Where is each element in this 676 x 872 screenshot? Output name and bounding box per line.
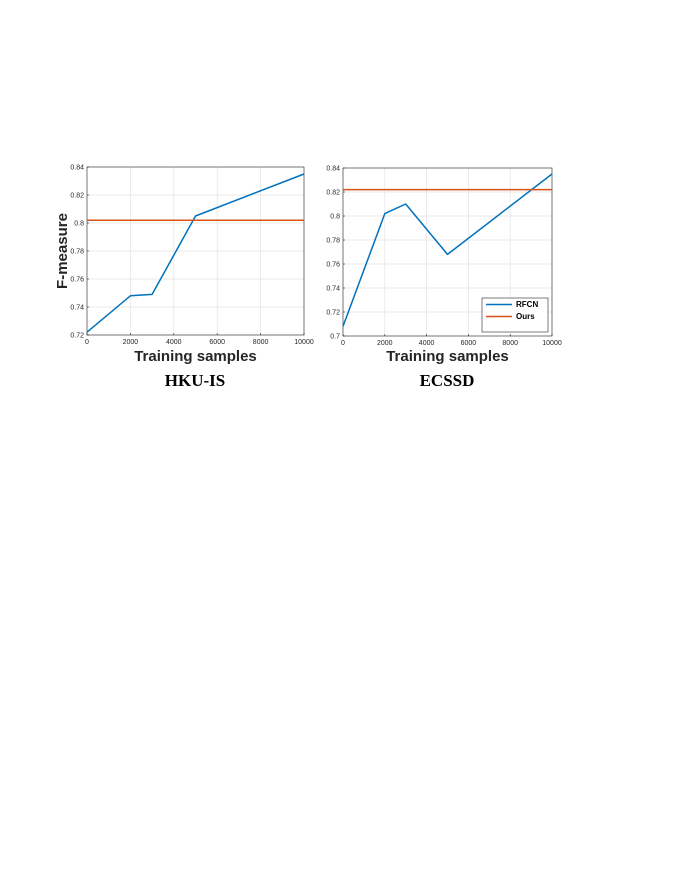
x-tick-label: 0: [85, 339, 89, 346]
y-tick-label: 0.8: [74, 221, 84, 228]
y-tick-label: 0.84: [70, 165, 84, 172]
x-tick-label: 4000: [419, 340, 435, 347]
y-tick-label: 0.8: [330, 214, 340, 221]
y-axis-label: F-measure: [54, 213, 71, 289]
legend-label-ours: Ours: [516, 312, 535, 321]
x-tick-label: 6000: [209, 339, 225, 346]
y-tick-label: 0.76: [326, 262, 340, 269]
x-tick-label: 0: [341, 340, 345, 347]
x-axis-label: Training samples: [386, 348, 509, 365]
y-tick-label: 0.82: [70, 193, 84, 200]
y-tick-label: 0.78: [70, 249, 84, 256]
y-tick-label: 0.7: [330, 334, 340, 341]
y-tick-label: 0.82: [326, 190, 340, 197]
x-tick-label: 2000: [377, 340, 393, 347]
y-tick-label: 0.84: [326, 166, 340, 173]
chart-hku-is: 0 2000 4000 6000 8000 10000 0.72 0.74 0.76 0.78 0.…: [54, 165, 314, 391]
x-axis-label: Training samples: [134, 348, 257, 365]
chart-title: ECSSD: [420, 371, 475, 390]
y-tick-label: 0.74: [326, 286, 340, 293]
y-tick-label: 0.72: [326, 310, 340, 317]
x-tick-label: 8000: [502, 340, 518, 347]
chart-ecssd: 0 2000 4000 6000 8000 10000 0.7 0.72 0.74 0.76 0.7…: [326, 166, 561, 391]
legend-box: [481, 297, 549, 333]
x-tick-label: 10000: [294, 339, 314, 346]
legend: RFCN Ours: [481, 297, 549, 333]
series-line-rfcn: [342, 173, 553, 327]
y-tick-label: 0.76: [70, 277, 84, 284]
x-tick-label: 10000: [542, 340, 562, 347]
x-tick-label: 2000: [123, 339, 139, 346]
x-tick-label: 6000: [461, 340, 477, 347]
y-tick-label: 0.78: [326, 238, 340, 245]
y-tick-label: 0.74: [70, 305, 84, 312]
chart-title: HKU-IS: [165, 371, 225, 390]
x-tick-label: 4000: [166, 339, 182, 346]
y-tick-label: 0.72: [70, 333, 84, 340]
x-tick-label: 8000: [253, 339, 269, 346]
series-line-rfcn: [86, 173, 305, 333]
legend-label-rfcn: RFCN: [516, 300, 538, 309]
axes-box: [342, 167, 553, 337]
